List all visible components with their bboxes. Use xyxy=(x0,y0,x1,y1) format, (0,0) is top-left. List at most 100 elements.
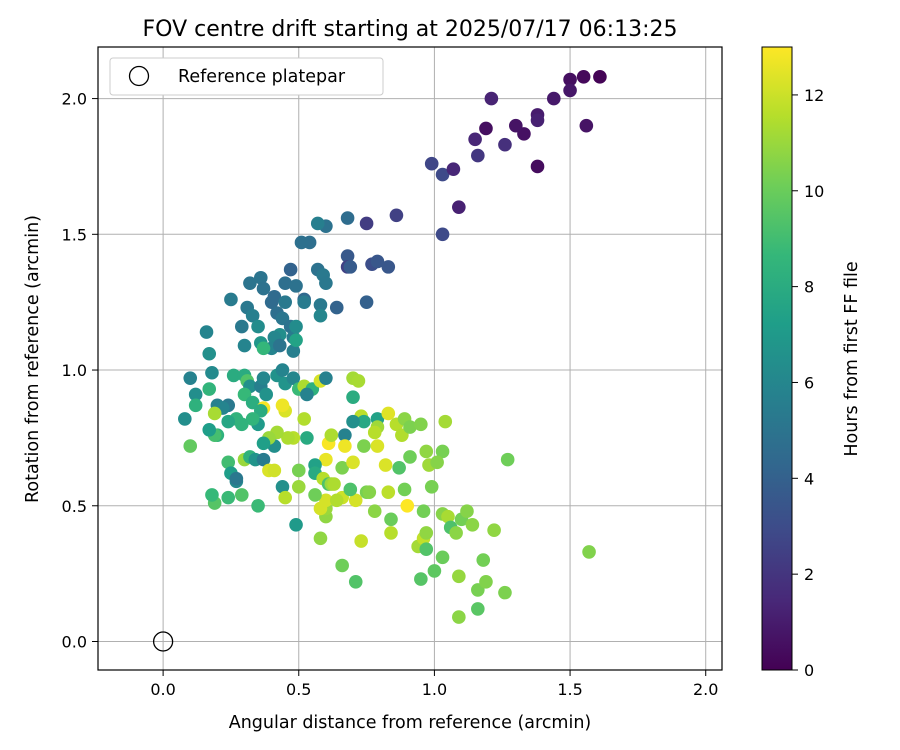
scatter-point xyxy=(245,412,260,426)
colorbar-tick-label: 10 xyxy=(804,182,824,201)
scatter-point xyxy=(234,488,249,502)
scatter-point xyxy=(435,444,450,459)
scatter-point xyxy=(245,308,260,323)
grid-lines xyxy=(98,47,722,670)
scatter-point xyxy=(340,249,355,263)
scatter-point xyxy=(237,338,252,353)
scatter-point xyxy=(308,488,322,502)
colorbar: 0 2 4 6 8 10 12 Hours from first FF file xyxy=(761,46,862,680)
reference-point-marker xyxy=(152,631,174,652)
scatter-point xyxy=(487,523,501,537)
x-tick-label: 2.0 xyxy=(693,680,718,699)
scatter-point xyxy=(291,479,306,494)
scatter-point xyxy=(367,425,382,440)
scatter-point xyxy=(438,414,453,429)
scatter-point xyxy=(329,300,344,315)
scatter-point xyxy=(338,439,352,453)
scatter-point xyxy=(335,460,349,475)
scatter-point xyxy=(424,479,439,494)
scatter-point xyxy=(294,235,309,250)
scatter-point xyxy=(310,216,325,231)
scatter-point xyxy=(471,602,485,616)
scatter-point xyxy=(354,534,368,548)
scatter-point xyxy=(183,439,198,453)
scatter-point xyxy=(384,526,398,540)
y-tick-label: 0.0 xyxy=(62,632,87,651)
scatter-point xyxy=(275,398,290,413)
scatter-point xyxy=(498,585,512,600)
scatter-point xyxy=(419,444,434,459)
scatter-point xyxy=(346,390,360,404)
y-axis-label: Rotation from reference (arcmin) xyxy=(23,215,43,503)
scatter-point xyxy=(530,159,545,174)
scatter-point xyxy=(414,417,428,432)
plot-frame xyxy=(97,46,723,671)
scatter-point xyxy=(202,422,217,437)
scatter-point xyxy=(205,365,219,380)
scatter-point xyxy=(509,118,523,133)
scatter-point xyxy=(446,162,461,176)
x-axis-ticks: 0.0 0.5 1.0 1.5 2.0 xyxy=(150,670,718,699)
scatter-point xyxy=(419,526,434,540)
colorbar-tick-label: 12 xyxy=(804,86,824,105)
scatter-point xyxy=(403,450,417,464)
scatter-point xyxy=(468,132,482,147)
reference-layer xyxy=(152,631,174,652)
scatter-point xyxy=(479,121,493,136)
colorbar-tick-label: 2 xyxy=(804,565,814,584)
scatter-point xyxy=(484,91,499,106)
scatter-point xyxy=(188,398,203,413)
legend-entry-reference: Reference platepar xyxy=(178,67,346,87)
legend: Reference platepar xyxy=(109,57,384,96)
scatter-point xyxy=(275,363,290,377)
scatter-point xyxy=(452,200,466,214)
scatter-point xyxy=(441,509,455,524)
scatter-point xyxy=(340,211,355,225)
scatter-point xyxy=(381,485,396,499)
scatter-point xyxy=(471,148,485,163)
scatter-point xyxy=(300,387,314,402)
scatter-point xyxy=(435,167,450,182)
scatter-point xyxy=(435,227,450,242)
scatter-point xyxy=(256,341,271,356)
scatter-point xyxy=(319,452,333,467)
data-points xyxy=(178,70,607,624)
legend-box xyxy=(109,57,384,96)
scatter-point xyxy=(272,338,287,353)
scatter-point xyxy=(234,319,249,334)
scatter-point xyxy=(275,479,290,494)
scatter-point xyxy=(384,512,398,527)
scatter-point xyxy=(370,439,385,453)
scatter-point xyxy=(202,346,217,361)
scatter-point xyxy=(397,482,412,497)
scatter-point xyxy=(297,295,311,309)
scatter-point xyxy=(221,455,236,470)
scatter-point xyxy=(576,70,591,84)
scatter-point xyxy=(267,289,282,304)
scatter-point xyxy=(256,452,271,467)
scatter-point xyxy=(348,493,363,508)
scatter-point xyxy=(351,374,366,388)
scatter-point xyxy=(207,406,222,421)
scatter-point xyxy=(256,371,271,385)
scatter-point xyxy=(381,406,396,421)
scatter-point xyxy=(579,118,594,133)
scatter-point xyxy=(251,319,265,334)
scatter-point xyxy=(188,387,203,402)
scatter-point xyxy=(460,504,474,518)
scatter-point xyxy=(278,295,293,309)
scatter-point xyxy=(430,455,444,470)
scatter-point xyxy=(291,463,306,478)
scatter-point xyxy=(253,270,268,285)
scatter-point xyxy=(392,460,406,475)
scatter-point xyxy=(221,414,236,429)
scatter-point xyxy=(465,517,480,532)
scatter-point xyxy=(335,558,349,573)
scatter-point xyxy=(243,276,257,290)
scatter-point xyxy=(452,610,466,624)
scatter-point xyxy=(403,420,417,434)
scatter-point xyxy=(427,564,442,578)
legend-reference-marker xyxy=(128,65,150,87)
scatter-point xyxy=(546,91,561,106)
